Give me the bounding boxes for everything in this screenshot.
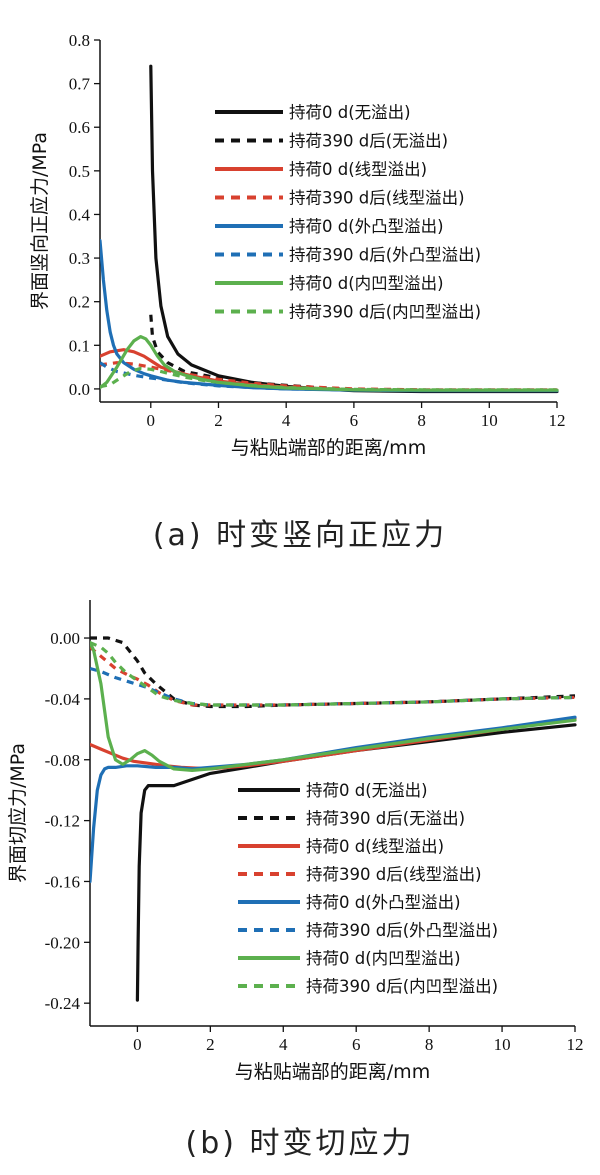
y-tick-label: -0.24 [45, 994, 81, 1013]
chart-b-caption: (b) 时变切应力 [185, 1126, 415, 1161]
legend-label: 持荷390 d后(无溢出) [306, 809, 465, 828]
chart-a-caption: (a) 时变竖向正应力 [152, 518, 448, 553]
series-line [90, 645, 576, 707]
legend-label: 持荷390 d后(内凹型溢出) [306, 977, 498, 996]
series-line [90, 641, 576, 707]
series-line [100, 366, 557, 392]
x-tick-label: 6 [352, 1035, 361, 1054]
x-axis-label: 与粘贴端部的距离/mm [231, 437, 426, 459]
legend-label: 持荷390 d后(无溢出) [289, 132, 448, 151]
x-tick-label: 2 [214, 411, 223, 430]
x-tick-label: 10 [494, 1035, 511, 1054]
x-tick-label: 4 [279, 1035, 288, 1054]
x-axis-label: 与粘贴端部的距离/mm [235, 1061, 430, 1083]
y-tick-label: -0.12 [45, 812, 80, 831]
legend-label: 持荷0 d(线型溢出) [289, 160, 427, 179]
plot-area [90, 636, 577, 1002]
x-tick-label: 0 [147, 411, 156, 430]
legend-label: 持荷0 d(外凸型溢出) [306, 893, 461, 912]
legend-label: 持荷390 d后(线型溢出) [289, 189, 465, 208]
y-tick-label: 0.8 [69, 31, 90, 50]
y-tick-label: 0.4 [69, 205, 91, 224]
series-line [100, 361, 557, 392]
x-tick-label: 0 [133, 1035, 142, 1054]
legend-label: 持荷0 d(内凹型溢出) [306, 949, 461, 968]
y-tick-label: 0.7 [69, 75, 91, 94]
y-tick-label: 0.1 [69, 336, 90, 355]
chart-a-vertical-normal-stress: 0 2 4 6 8 10 12 0.0 0.1 0.2 0.3 0.4 0.5 0.6 0.7 0.8 与粘贴端… [29, 31, 566, 459]
legend-label: 持荷0 d(线型溢出) [306, 837, 444, 856]
x-tick-label: 8 [425, 1035, 434, 1054]
legend-label: 持荷0 d(无溢出) [289, 103, 411, 122]
x-tick-label: 10 [481, 411, 498, 430]
legend-label: 持荷390 d后(外凸型溢出) [289, 246, 481, 265]
x-tick-label: 6 [350, 411, 359, 430]
legend-label: 持荷0 d(内凹型溢出) [289, 274, 444, 293]
y-tick-label: 0.2 [69, 293, 90, 312]
y-tick-label: -0.16 [45, 872, 80, 891]
chart-b-shear-stress: 0 2 4 6 8 10 12 0.00 -0.04 -0.08 -0.12 -0.16 -0.20 -0… [7, 600, 584, 1083]
x-tick-label: 4 [282, 411, 291, 430]
y-tick-label: 0.3 [69, 249, 90, 268]
series-line [90, 640, 577, 772]
y-tick-label: 0.00 [50, 629, 80, 648]
x-tick-label: 8 [417, 411, 426, 430]
x-tick-label: 12 [549, 411, 566, 430]
y-tick-label: -0.04 [45, 690, 81, 709]
y-tick-label: 0.0 [69, 380, 90, 399]
y-axis-label: 界面竖向正应力/MPa [29, 132, 51, 310]
x-tick-label: 12 [567, 1035, 584, 1054]
y-tick-label: -0.20 [45, 933, 80, 952]
legend-label: 持荷390 d后(线型溢出) [306, 865, 482, 884]
legend-label: 持荷0 d(外凸型溢出) [289, 217, 444, 236]
x-tick-label: 2 [206, 1035, 215, 1054]
legend-label: 持荷390 d后(内凹型溢出) [289, 303, 481, 322]
plot-area [100, 64, 559, 394]
y-tick-label: -0.08 [45, 751, 80, 770]
y-tick-label: 0.5 [69, 162, 90, 181]
legend-label: 持荷0 d(无溢出) [306, 781, 428, 800]
y-tick-label: 0.6 [69, 118, 90, 137]
legend-label: 持荷390 d后(外凸型溢出) [306, 921, 498, 940]
y-axis-label: 界面切应力/MPa [7, 743, 29, 883]
